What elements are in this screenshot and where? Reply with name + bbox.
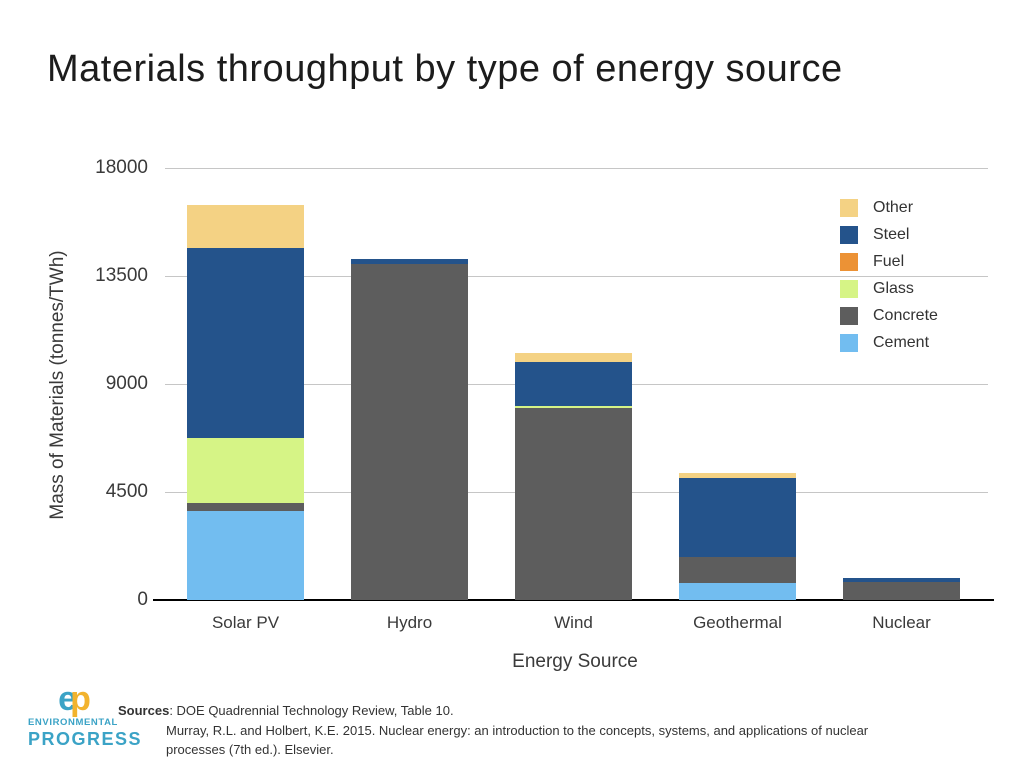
x-axis-title: Energy Source [512,651,638,672]
legend-label-concrete: Concrete [873,307,938,324]
legend-swatch-concrete [840,307,858,325]
bar-segment-other-geothermal [679,472,796,478]
x-tick-label-wind: Wind [554,613,593,632]
x-axis-line [153,599,994,601]
sources-text: Sources: DOE Quadrennial Technology Revi… [118,701,868,760]
gridline-18000 [165,168,988,169]
y-tick-label-18000: 18000 [95,157,148,178]
legend-label-steel: Steel [873,226,910,243]
legend-swatch-fuel [840,253,858,271]
legend-swatch-cement [840,334,858,352]
sources-line-2: Murray, R.L. and Holbert, K.E. 2015. Nuc… [166,722,869,738]
legend-item-glass: Glass [840,280,938,298]
bar-segment-concrete-solar-pv [187,502,304,512]
ep-monogram-icon: ep [28,682,114,716]
bar-segment-other-solar-pv [187,205,304,249]
bar-geothermal [679,472,796,600]
logo-text-progress: PROGRESS [28,728,143,749]
bar-segment-steel-geothermal [679,477,796,557]
bar-segment-steel-nuclear [843,578,960,582]
bar-segment-steel-hydro [351,259,468,264]
legend-swatch-glass [840,280,858,298]
sources-line-1: Sources: DOE Quadrennial Technology Revi… [118,703,454,718]
legend-item-fuel: Fuel [840,253,938,271]
bar-segment-cement-solar-pv [187,511,304,600]
legend-item-other: Other [840,199,938,217]
y-tick-label-13500: 13500 [95,265,148,286]
bar-nuclear [843,578,960,600]
legend-label-cement: Cement [873,334,930,351]
x-tick-label-nuclear: Nuclear [872,613,931,632]
x-tick-label-hydro: Hydro [386,613,433,632]
legend-label-glass: Glass [873,280,914,297]
logo-letter-p: p [70,680,91,718]
sources-line-3: processes (7th ed.). Elsevier. [166,742,334,757]
legend-swatch-steel [840,226,858,244]
y-tick-label-4500: 4500 [105,481,148,502]
bar-segment-cement-geothermal [679,583,796,600]
bar-segment-concrete-hydro [351,264,468,600]
y-tick-label-0: 0 [137,589,148,610]
chart-legend: Other Steel Fuel Glass Concrete Cement [840,199,938,361]
bar-solar-pv [187,205,304,600]
bar-segment-steel-wind [515,362,632,406]
logo-letter-e: e [58,680,77,718]
legend-item-cement: Cement [840,334,938,352]
gridline-13500 [165,276,988,277]
bar-segment-other-wind [515,352,632,363]
bar-segment-concrete-nuclear [843,581,960,600]
bar-segment-concrete-wind [515,408,632,600]
sources-label: Sources [118,703,170,718]
x-tick-label-solar-pv: Solar PV [211,613,280,632]
legend-swatch-other [840,199,858,217]
x-tick-label-geothermal: Geothermal [693,613,782,632]
legend-item-steel: Steel [840,226,938,244]
bar-segment-glass-solar-pv [187,438,304,503]
logo-text-environmental: ENVIRONMENTAL [28,717,118,728]
page-title: Materials throughput by type of energy s… [47,48,843,90]
bar-segment-glass-wind [515,405,632,408]
bar-wind [515,352,632,600]
legend-label-other: Other [873,199,914,216]
legend-item-concrete: Concrete [840,307,938,325]
y-tick-label-9000: 9000 [105,373,148,394]
environmental-progress-logo: ep ENVIRONMENTAL PROGRESS [28,682,143,749]
bar-segment-concrete-geothermal [679,556,796,584]
bar-segment-steel-solar-pv [187,248,304,439]
legend-label-fuel: Fuel [873,253,905,270]
bar-hydro [351,259,468,600]
